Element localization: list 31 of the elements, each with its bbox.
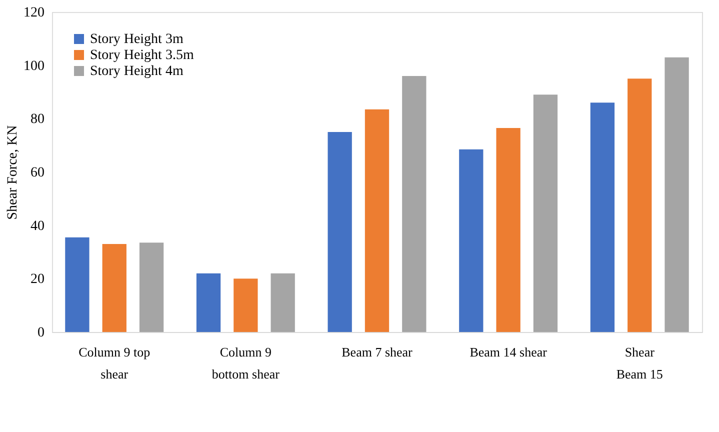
x-tick-label: Beam 7 shear (342, 344, 414, 360)
y-tick-label: 20 (30, 272, 44, 288)
x-tick-label: Shear Beam 15 (616, 344, 663, 382)
bar (364, 109, 390, 332)
y-axis-title: Shear Force, KN (6, 125, 20, 220)
x-tick-label: Column 9 bottom shear (212, 344, 280, 382)
bar (402, 76, 426, 332)
legend-label: Story Height 4m (90, 64, 184, 79)
x-tick-label: Column 9 top shear (78, 344, 150, 382)
bar (196, 273, 221, 332)
y-tick-label: 60 (30, 166, 44, 180)
bar (270, 273, 295, 332)
legend-label: Story Height 3m (90, 32, 184, 47)
x-tick-label: Beam 14 shear (470, 344, 548, 360)
bar (459, 149, 484, 332)
bar (102, 244, 126, 332)
bar (234, 278, 258, 332)
bar (664, 57, 689, 332)
bar (590, 102, 615, 332)
bar (328, 132, 352, 332)
bar (496, 128, 520, 332)
y-tick-label: 80 (30, 112, 44, 128)
y-tick-label: 40 (30, 218, 44, 234)
bar (65, 237, 90, 332)
bar (139, 242, 164, 332)
bar (533, 94, 558, 332)
y-tick-label: 100 (24, 58, 44, 74)
y-tick-label: 0 (38, 326, 44, 340)
bar (628, 78, 652, 332)
y-tick-label: 120 (24, 6, 44, 20)
legend-label: Story Height 3.5m (90, 48, 194, 63)
